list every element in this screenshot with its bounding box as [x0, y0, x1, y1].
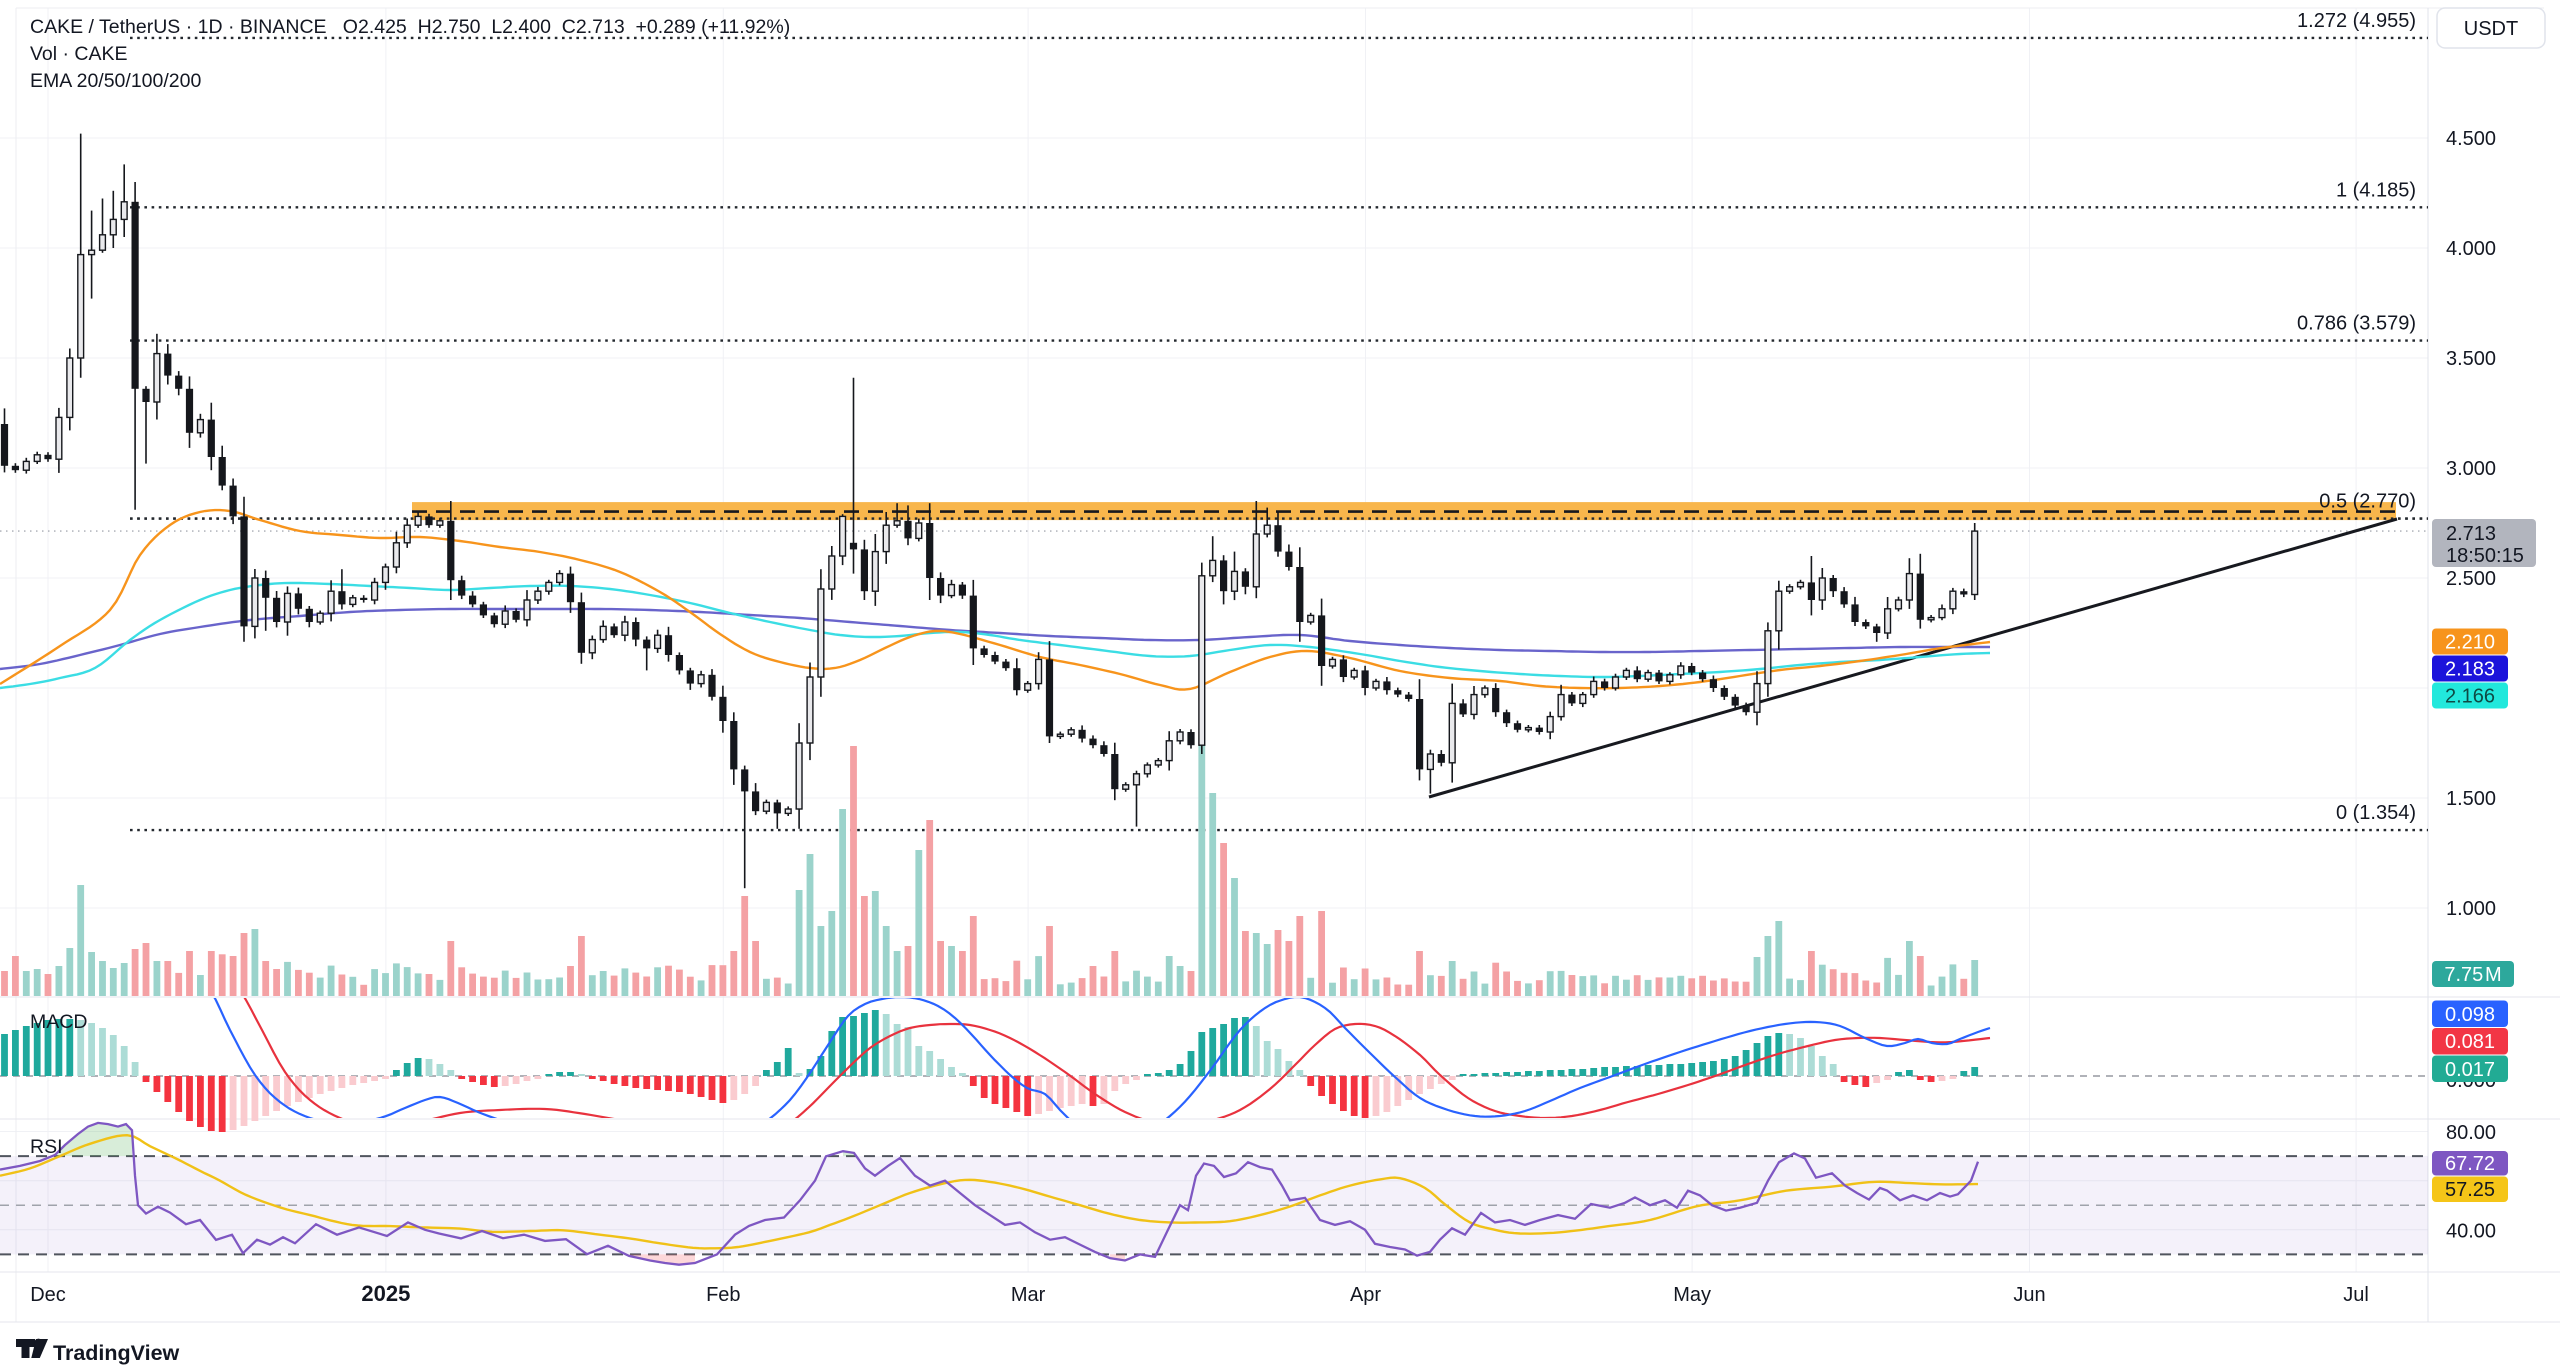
- svg-text:57.25: 57.25: [2445, 1179, 2495, 1201]
- svg-text:Vol · CAKE: Vol · CAKE: [30, 43, 128, 65]
- svg-text:Jul: Jul: [2343, 1284, 2369, 1306]
- svg-text:7.75 M: 7.75 M: [2444, 964, 2501, 986]
- svg-text:Jun: Jun: [2013, 1284, 2045, 1306]
- svg-text:0.017: 0.017: [2445, 1059, 2495, 1081]
- svg-text:0.081: 0.081: [2445, 1031, 2495, 1053]
- svg-text:40.00: 40.00: [2446, 1220, 2496, 1242]
- svg-text:Apr: Apr: [1350, 1284, 1381, 1306]
- svg-text:Dec: Dec: [30, 1284, 66, 1306]
- svg-text:EMA 20/50/100/200: EMA 20/50/100/200: [30, 70, 201, 92]
- svg-text:2025: 2025: [361, 1281, 410, 1306]
- svg-text:2.166: 2.166: [2445, 686, 2495, 708]
- svg-text:TradingView: TradingView: [53, 1341, 180, 1365]
- svg-text:0.5 (2.770): 0.5 (2.770): [2319, 491, 2416, 513]
- svg-text:RSI: RSI: [30, 1136, 63, 1158]
- svg-text:0.098: 0.098: [2445, 1004, 2495, 1026]
- svg-text:MACD: MACD: [30, 1011, 87, 1033]
- svg-text:2.210: 2.210: [2445, 632, 2495, 654]
- svg-text:80.00: 80.00: [2446, 1122, 2496, 1144]
- svg-text:0 (1.354): 0 (1.354): [2336, 802, 2416, 824]
- svg-text:1.000: 1.000: [2446, 898, 2496, 920]
- svg-text:2.500: 2.500: [2446, 568, 2496, 590]
- svg-text:3.000: 3.000: [2446, 458, 2496, 480]
- svg-text:Feb: Feb: [706, 1284, 740, 1306]
- svg-text:4.500: 4.500: [2446, 128, 2496, 150]
- svg-text:18:50:15: 18:50:15: [2446, 545, 2524, 567]
- svg-text:4.000: 4.000: [2446, 238, 2496, 260]
- svg-text:3.500: 3.500: [2446, 348, 2496, 370]
- svg-text:May: May: [1673, 1284, 1711, 1306]
- svg-text:1.272 (4.955): 1.272 (4.955): [2297, 10, 2416, 32]
- svg-text:Mar: Mar: [1011, 1284, 1046, 1306]
- svg-text:2.183: 2.183: [2445, 659, 2495, 681]
- svg-text:1.500: 1.500: [2446, 788, 2496, 810]
- svg-text:67.72: 67.72: [2445, 1153, 2495, 1175]
- svg-text:USDT: USDT: [2464, 18, 2518, 40]
- svg-text:1 (4.185): 1 (4.185): [2336, 179, 2416, 201]
- svg-text:0.786 (3.579): 0.786 (3.579): [2297, 313, 2416, 335]
- svg-text:CAKE / TetherUS · 1D · BINANCE: CAKE / TetherUS · 1D · BINANCE O2.425 H2…: [30, 16, 790, 38]
- svg-text:2.713: 2.713: [2446, 523, 2496, 545]
